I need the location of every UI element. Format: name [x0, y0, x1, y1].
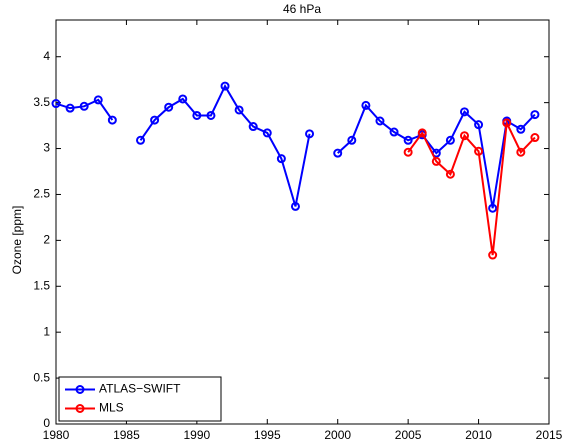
x-tick-label: 1980	[43, 428, 70, 442]
data-point	[459, 131, 469, 141]
data-point	[248, 122, 258, 132]
data-point	[431, 156, 441, 166]
x-tick-label: 2005	[395, 428, 422, 442]
plot-frame	[55, 19, 550, 425]
series-line	[55, 83, 536, 209]
legend-marker	[75, 385, 85, 394]
x-tick-label: 1990	[184, 428, 211, 442]
data-point	[220, 81, 230, 91]
x-tick-label: 2000	[324, 428, 351, 442]
y-tick-label: 1.5	[33, 278, 50, 292]
data-point	[474, 146, 484, 156]
data-point	[403, 135, 413, 145]
data-point	[206, 110, 216, 120]
data-point	[93, 95, 103, 105]
data-point	[445, 135, 455, 145]
y-tick-label: 0.5	[33, 370, 50, 384]
data-point	[178, 94, 188, 104]
chart-title: 46 hPa	[283, 2, 321, 16]
x-tick-label: 1995	[254, 428, 281, 442]
data-point	[516, 124, 526, 134]
data-point	[65, 103, 75, 113]
data-point	[375, 116, 385, 126]
series-line	[407, 119, 536, 256]
data-point	[389, 127, 399, 137]
data-point	[79, 101, 89, 111]
data-point	[459, 107, 469, 117]
y-tick-label: 1	[43, 324, 50, 338]
data-point	[530, 133, 540, 143]
y-tick-label: 4	[43, 49, 50, 63]
legend-label: MLS	[99, 401, 124, 415]
data-point	[290, 201, 300, 211]
y-tick-label: 2	[43, 233, 50, 247]
data-point	[516, 147, 526, 157]
data-point	[150, 115, 160, 125]
legend-marker	[75, 404, 85, 413]
data-point	[445, 169, 455, 179]
data-point	[164, 102, 174, 112]
data-point	[347, 135, 357, 145]
legend: ATLAS−SWIFT MLS	[58, 376, 222, 422]
y-tick-label: 0	[43, 416, 50, 430]
data-point	[51, 99, 61, 109]
data-point	[333, 148, 343, 158]
data-point	[502, 118, 512, 128]
data-point	[262, 128, 272, 138]
legend-box	[58, 376, 222, 422]
data-point	[361, 100, 371, 110]
data-point	[474, 120, 484, 130]
data-point	[488, 203, 498, 213]
y-tick-label: 3.5	[33, 95, 50, 109]
data-point	[192, 110, 202, 120]
x-tick-label: 2010	[465, 428, 492, 442]
data-point	[234, 105, 244, 115]
data-point	[305, 129, 315, 139]
data-point	[488, 250, 498, 260]
data-point	[530, 110, 540, 120]
data-point	[403, 147, 413, 157]
data-point	[136, 135, 146, 145]
y-tick-label: 3	[43, 141, 50, 155]
y-axis-label: Ozone [ppm]	[10, 206, 24, 275]
data-point	[276, 154, 286, 164]
x-tick-label: 2015	[536, 428, 563, 442]
y-tick-label: 2.5	[33, 187, 50, 201]
data-point	[417, 128, 427, 138]
x-tick-label: 1985	[113, 428, 140, 442]
data-point	[107, 115, 117, 125]
legend-label: ATLAS−SWIFT	[99, 382, 181, 396]
